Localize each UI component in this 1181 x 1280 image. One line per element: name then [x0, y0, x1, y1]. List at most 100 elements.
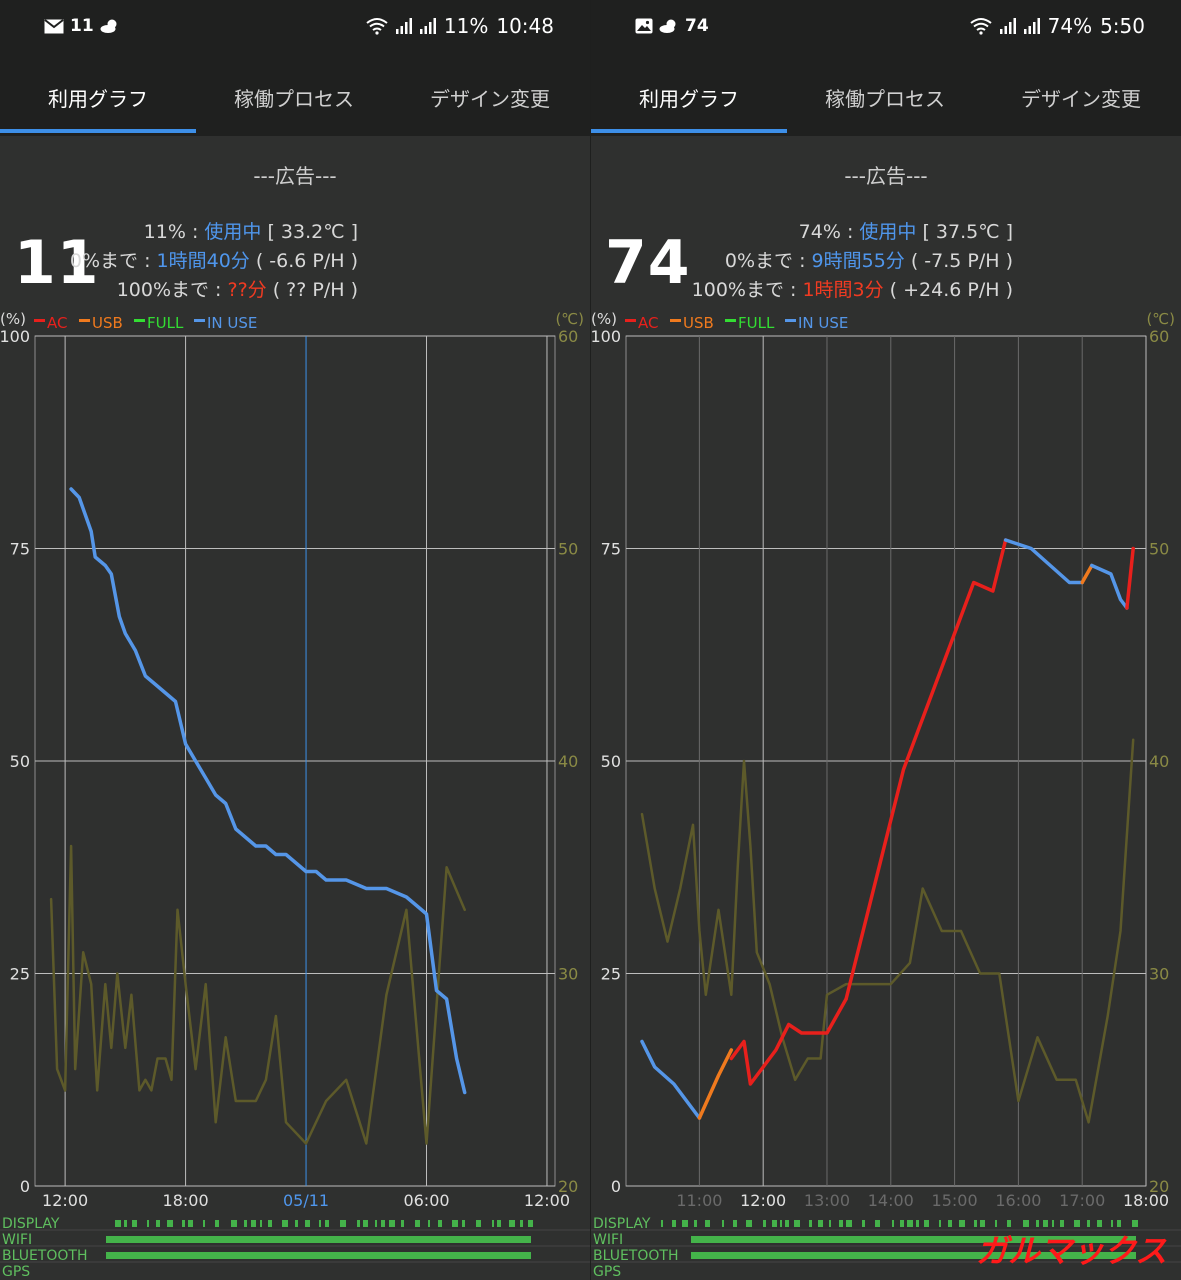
- info-state: 使用中: [204, 221, 262, 243]
- display-on-marker: [818, 1220, 823, 1227]
- y-tick-label: 100: [591, 327, 621, 346]
- tab-processes[interactable]: 稼働プロセス: [196, 58, 392, 136]
- info-line-to-empty: 0%まで : 1時間40分 ( -6.6 P/H ): [70, 247, 358, 276]
- bluetooth-activity: [691, 1252, 1136, 1259]
- legend-swatch: [134, 319, 145, 322]
- display-on-marker: [203, 1220, 205, 1227]
- ad-banner[interactable]: ---広告---: [253, 164, 337, 188]
- signal-icon: [999, 18, 1016, 34]
- display-on-marker: [809, 1220, 812, 1227]
- battery-chart[interactable]: (%) (℃) AC USB FULL IN USE 0 20 25 30 50 40 75 50 100 6…: [0, 300, 590, 1210]
- tab-design[interactable]: デザイン変更: [983, 58, 1179, 136]
- battery-chart[interactable]: (%) (℃) AC USB FULL IN USE 0 20 25 30 50 40 75 50 100 6…: [591, 300, 1181, 1210]
- activity-label-wifi: WIFI: [2, 1232, 33, 1248]
- x-tick-label: 18:00: [163, 1191, 209, 1210]
- y2-tick-label: 50: [558, 540, 578, 559]
- display-on-marker: [694, 1220, 697, 1227]
- tab-design[interactable]: デザイン変更: [392, 58, 588, 136]
- info-label: 0%まで :: [69, 250, 157, 272]
- display-on-marker: [363, 1220, 368, 1227]
- tab-label: デザイン変更: [1021, 86, 1141, 111]
- info-label: 0%まで :: [724, 250, 812, 272]
- info-rate: ( +24.6 P/H ): [883, 279, 1013, 301]
- display-on-marker: [381, 1220, 385, 1227]
- display-on-marker: [916, 1220, 919, 1227]
- battery-percent: 11%: [443, 14, 489, 38]
- display-on-marker: [746, 1220, 752, 1227]
- display-on-marker: [705, 1220, 710, 1227]
- info-label: 100%まで :: [691, 279, 803, 301]
- display-on-marker: [305, 1220, 310, 1227]
- temperature-line: [640, 738, 1135, 1124]
- display-on-marker: [325, 1220, 329, 1227]
- legend-label: IN USE: [798, 314, 848, 332]
- tab-usage-graph[interactable]: 利用グラフ: [0, 58, 196, 136]
- wifi-activity: [691, 1236, 1136, 1243]
- display-on-marker: [839, 1220, 843, 1227]
- legend-label: AC: [47, 314, 67, 332]
- notification-count: 74: [685, 16, 709, 36]
- display-on-marker: [182, 1220, 185, 1227]
- info-temp: [ 33.2℃ ]: [261, 221, 358, 243]
- display-on-marker: [462, 1220, 465, 1227]
- display-on-marker: [672, 1220, 676, 1227]
- y2-tick-label: 30: [558, 965, 578, 984]
- display-on-marker: [215, 1220, 219, 1227]
- display-on-marker: [375, 1220, 377, 1227]
- display-on-marker: [357, 1220, 360, 1227]
- display-on-marker: [167, 1220, 173, 1227]
- display-on-marker: [1043, 1220, 1048, 1227]
- display-on-marker: [438, 1220, 442, 1227]
- display-on-marker: [846, 1220, 852, 1227]
- tab-processes[interactable]: 稼働プロセス: [787, 58, 983, 136]
- y-tick-label: 0: [611, 1177, 621, 1196]
- x-tick-label: 12:00: [740, 1191, 786, 1210]
- legend-label: USB: [683, 314, 714, 332]
- display-on-marker: [682, 1220, 688, 1227]
- tab-usage-graph[interactable]: 利用グラフ: [591, 58, 787, 136]
- legend-label: USB: [92, 314, 123, 332]
- display-on-marker: [1117, 1220, 1121, 1227]
- display-on-marker: [124, 1220, 127, 1227]
- activity-tracks: [0, 1220, 590, 1263]
- display-on-marker: [1087, 1220, 1090, 1227]
- y2-tick-label: 60: [558, 327, 578, 346]
- status-bar: 11 11% 10:48: [0, 0, 590, 58]
- info-temp: [ 37.5℃ ]: [916, 221, 1013, 243]
- clock: 5:50: [1100, 14, 1145, 38]
- legend-swatch: [194, 319, 205, 322]
- battery-line-in-use: [1003, 538, 1084, 585]
- display-on-marker: [900, 1220, 904, 1227]
- activity-label-display: DISPLAY: [2, 1216, 60, 1232]
- tab-label: 利用グラフ: [639, 86, 739, 111]
- display-on-marker: [1036, 1220, 1039, 1227]
- wifi-icon: [366, 18, 388, 35]
- display-on-marker: [188, 1220, 193, 1227]
- tab-label: デザイン変更: [430, 86, 550, 111]
- panel-divider: [590, 0, 591, 1280]
- info-line-to-full: 100%まで : ??分 ( ?? P/H ): [70, 276, 358, 305]
- display-on-marker: [528, 1220, 533, 1227]
- display-on-marker: [147, 1220, 149, 1227]
- y2-tick-label: 50: [1149, 540, 1169, 559]
- y-tick-label: 50: [10, 752, 30, 771]
- display-on-marker: [780, 1220, 782, 1227]
- display-on-marker: [974, 1220, 977, 1227]
- display-on-marker: [995, 1220, 997, 1227]
- display-on-marker: [772, 1220, 777, 1227]
- system-status: 11% 10:48: [366, 14, 554, 38]
- x-tick-label: 11:00: [676, 1191, 722, 1210]
- signal-icon-2: [419, 18, 436, 34]
- display-on-marker: [722, 1220, 724, 1227]
- display-on-marker: [829, 1220, 831, 1227]
- info-pct: 74%: [798, 221, 841, 243]
- x-tick-label: 12:00: [524, 1191, 570, 1210]
- display-on-marker: [520, 1220, 523, 1227]
- y2-tick-label: 60: [1149, 327, 1169, 346]
- info-sep: :: [185, 221, 205, 243]
- display-on-marker: [340, 1220, 346, 1227]
- ad-banner[interactable]: ---広告---: [844, 164, 928, 188]
- x-tick-label: 15:00: [932, 1191, 978, 1210]
- signal-icon-2: [1023, 18, 1040, 34]
- display-on-marker: [1132, 1220, 1138, 1227]
